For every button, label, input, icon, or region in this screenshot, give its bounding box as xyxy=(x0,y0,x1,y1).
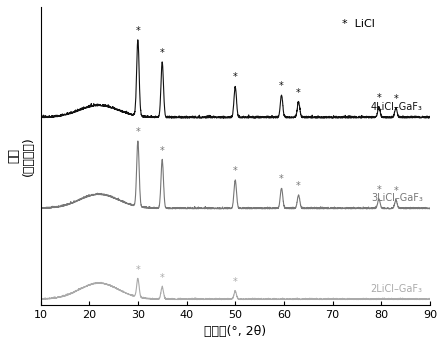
X-axis label: 衍射角(°, 2θ): 衍射角(°, 2θ) xyxy=(204,325,266,338)
Text: *: * xyxy=(135,127,140,137)
Text: *: * xyxy=(135,26,140,36)
Text: *: * xyxy=(296,88,301,98)
Text: *: * xyxy=(233,166,238,176)
Text: *: * xyxy=(393,186,398,196)
Text: *: * xyxy=(160,146,165,156)
Text: *: * xyxy=(135,265,140,275)
Text: *: * xyxy=(377,93,381,103)
Text: *: * xyxy=(233,72,238,82)
Text: *: * xyxy=(377,185,381,195)
Text: *  LiCl: * LiCl xyxy=(342,19,375,29)
Text: *: * xyxy=(233,277,238,287)
Y-axis label: 强度
(任意单位): 强度 (任意单位) xyxy=(7,136,35,176)
Text: 4LiCl–GaF₃: 4LiCl–GaF₃ xyxy=(371,102,423,112)
Text: *: * xyxy=(279,175,284,185)
Text: *: * xyxy=(160,273,165,283)
Text: 2LiCl–GaF₃: 2LiCl–GaF₃ xyxy=(371,284,423,294)
Text: 3LiCl–GaF₃: 3LiCl–GaF₃ xyxy=(371,193,423,203)
Text: *: * xyxy=(296,181,301,191)
Text: *: * xyxy=(393,95,398,105)
Text: *: * xyxy=(160,48,165,58)
Text: *: * xyxy=(279,81,284,91)
